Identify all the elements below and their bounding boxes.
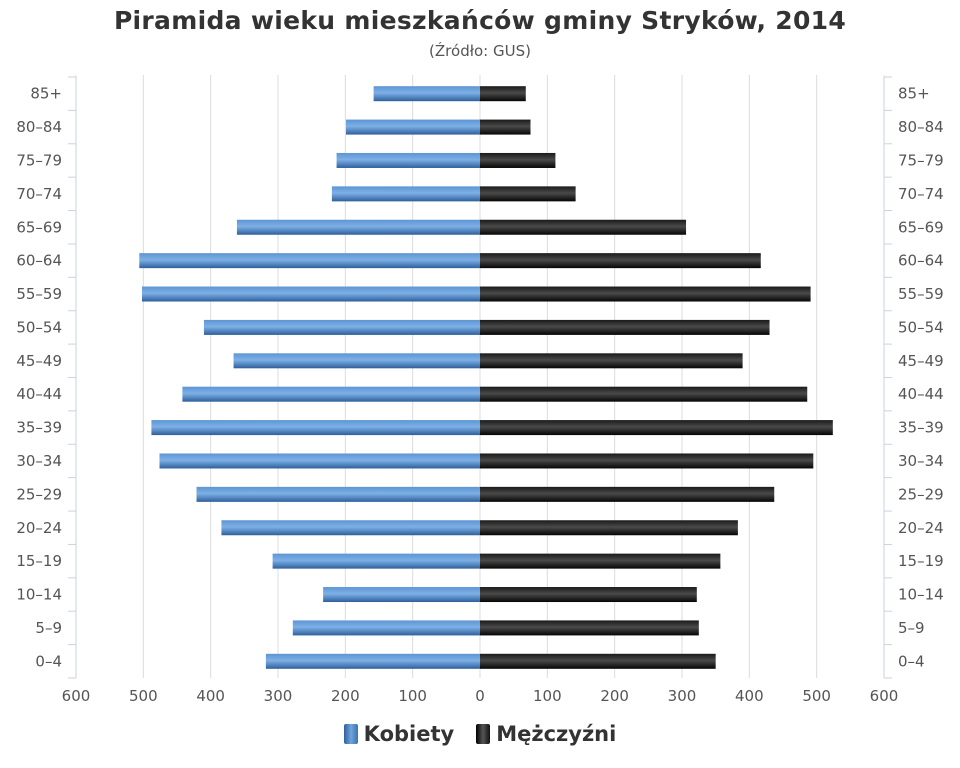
x-tick-label: 500 xyxy=(129,687,158,705)
category-label-right: 85+ xyxy=(898,85,930,103)
bar-men xyxy=(480,219,687,235)
category-label-right: 60–64 xyxy=(898,252,944,270)
category-label-right: 65–69 xyxy=(898,218,944,236)
bar-men xyxy=(480,486,775,502)
category-label-left: 40–44 xyxy=(16,385,62,403)
x-tick-label: 100 xyxy=(533,687,562,705)
bar-women xyxy=(221,520,480,536)
x-tick-label: 0 xyxy=(475,687,485,705)
x-tick-label: 500 xyxy=(802,687,831,705)
category-label-right: 35–39 xyxy=(898,419,944,437)
category-label-right: 30–34 xyxy=(898,452,944,470)
bar-women xyxy=(141,286,480,302)
bar-men xyxy=(480,520,738,536)
bar-men xyxy=(480,453,814,469)
category-label-left: 85+ xyxy=(30,85,62,103)
bar-women xyxy=(182,386,481,402)
x-tick-label: 100 xyxy=(398,687,427,705)
bar-men xyxy=(480,353,743,369)
category-label-right: 15–19 xyxy=(898,552,944,570)
chart-title: Piramida wieku mieszkańców gminy Stryków… xyxy=(113,6,847,35)
legend-swatch-women xyxy=(343,724,358,744)
category-label-left: 75–79 xyxy=(16,151,62,169)
legend-swatch-men xyxy=(476,724,491,744)
category-label-right: 40–44 xyxy=(898,385,944,403)
category-label-left: 80–84 xyxy=(16,118,62,136)
category-label-left: 20–24 xyxy=(16,519,62,537)
x-tick-label: 300 xyxy=(668,687,697,705)
category-label-left: 50–54 xyxy=(16,318,62,336)
category-label-right: 0–4 xyxy=(898,652,925,670)
bar-men xyxy=(480,587,697,603)
category-label-right: 10–14 xyxy=(898,586,944,604)
bar-women xyxy=(159,453,480,469)
bar-women xyxy=(346,119,480,135)
chart-subtitle: (Źródło: GUS) xyxy=(429,42,531,60)
category-label-left: 10–14 xyxy=(16,586,62,604)
bar-women xyxy=(233,353,480,369)
x-tick-label: 200 xyxy=(331,687,360,705)
chart-legend: Kobiety Mężczyźni xyxy=(0,722,960,746)
bar-women xyxy=(272,553,480,569)
category-label-right: 45–49 xyxy=(898,352,944,370)
legend-item-women[interactable]: Kobiety xyxy=(343,722,455,746)
category-label-right: 50–54 xyxy=(898,318,944,336)
category-label-left: 15–19 xyxy=(16,552,62,570)
bar-women xyxy=(151,420,480,436)
bar-men xyxy=(480,152,556,168)
category-label-right: 25–29 xyxy=(898,485,944,503)
legend-label-men: Mężczyźni xyxy=(496,722,617,746)
bar-women xyxy=(236,219,480,235)
category-label-right: 80–84 xyxy=(898,118,944,136)
category-label-left: 5–9 xyxy=(35,619,62,637)
x-tick-label: 200 xyxy=(600,687,629,705)
legend-label-women: Kobiety xyxy=(363,722,455,746)
legend-item-men[interactable]: Mężczyźni xyxy=(476,722,616,746)
bar-women xyxy=(323,587,480,603)
population-pyramid-chart: 0–4 0–4 5–9 5–9 10–14 10–14 15–19 15–19 20–24 20–… xyxy=(16,75,944,705)
bar-men xyxy=(480,286,811,302)
bar-men xyxy=(480,386,808,402)
bar-women xyxy=(265,653,480,669)
bar-men xyxy=(480,119,531,135)
category-label-left: 0–4 xyxy=(35,652,62,670)
bar-men xyxy=(480,86,526,102)
category-label-left: 35–39 xyxy=(16,419,62,437)
bar-men xyxy=(480,653,716,669)
category-label-left: 65–69 xyxy=(16,218,62,236)
x-tick-label: 400 xyxy=(196,687,225,705)
bar-women xyxy=(196,486,480,502)
category-label-right: 75–79 xyxy=(898,151,944,169)
bar-men xyxy=(480,253,761,269)
bar-men xyxy=(480,319,770,335)
bar-men xyxy=(480,553,721,569)
bar-women xyxy=(139,253,480,269)
x-tick-label: 400 xyxy=(735,687,764,705)
category-label-left: 25–29 xyxy=(16,485,62,503)
category-label-right: 55–59 xyxy=(898,285,944,303)
category-label-left: 70–74 xyxy=(16,185,62,203)
bar-women xyxy=(292,620,480,636)
category-label-left: 55–59 xyxy=(16,285,62,303)
x-tick-label: 300 xyxy=(264,687,293,705)
category-label-right: 5–9 xyxy=(898,619,925,637)
bar-men xyxy=(480,186,576,202)
category-label-right: 20–24 xyxy=(898,519,944,537)
category-label-left: 30–34 xyxy=(16,452,62,470)
bar-men xyxy=(480,620,699,636)
bar-women xyxy=(336,152,480,168)
category-label-right: 70–74 xyxy=(898,185,944,203)
x-tick-label: 600 xyxy=(870,687,899,705)
bar-women xyxy=(331,186,480,202)
x-tick-label: 600 xyxy=(62,687,91,705)
bar-men xyxy=(480,420,833,436)
bar-women xyxy=(203,319,480,335)
category-label-left: 60–64 xyxy=(16,252,62,270)
bar-women xyxy=(373,86,480,102)
category-label-left: 45–49 xyxy=(16,352,62,370)
